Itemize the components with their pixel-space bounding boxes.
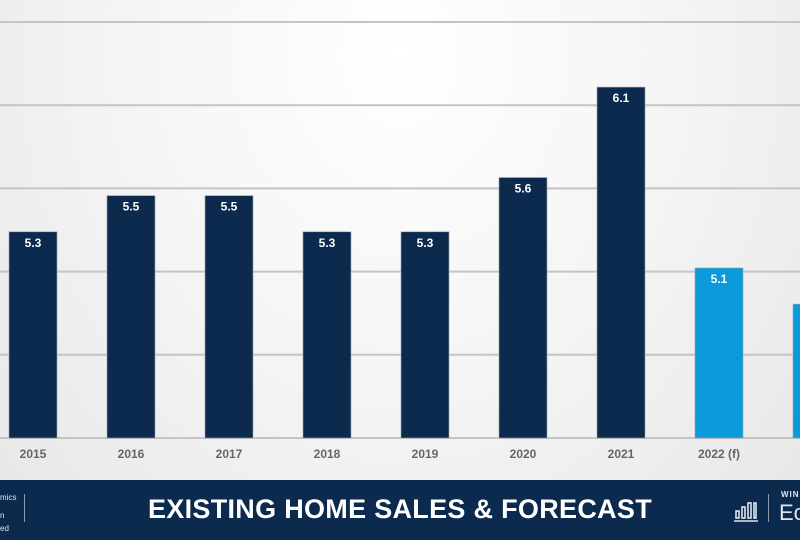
bar xyxy=(302,231,352,439)
bar xyxy=(400,231,450,439)
x-tick-label: 2018 xyxy=(314,447,341,461)
x-tick-label: 2020 xyxy=(510,447,537,461)
footer-left-text: n xyxy=(0,511,5,520)
data-label: 5.1 xyxy=(711,272,728,286)
bar xyxy=(694,267,744,439)
brand-text: WIN xyxy=(781,490,800,499)
data-label: 6.1 xyxy=(613,91,630,105)
footer-left-text: ed xyxy=(0,524,9,533)
data-label: 5.6 xyxy=(515,182,532,196)
divider xyxy=(768,494,769,522)
brand-text: Ec xyxy=(779,500,800,525)
data-label: 5.3 xyxy=(25,236,42,250)
x-tick-label: 2021 xyxy=(608,447,635,461)
divider xyxy=(24,494,25,522)
bar xyxy=(792,303,800,439)
bar-chart-logo-icon xyxy=(734,502,758,522)
bar xyxy=(596,86,646,439)
bar xyxy=(8,231,58,439)
x-tick-label: 2017 xyxy=(216,447,243,461)
data-label: 5.3 xyxy=(417,236,434,250)
bar xyxy=(498,177,548,439)
chart-title: EXISTING HOME SALES & FORECAST xyxy=(147,494,653,524)
x-tick-label: 2016 xyxy=(118,447,145,461)
x-tick-label: 2015 xyxy=(20,447,47,461)
footer-banner: mics n ed EXISTING HOME SALES & FORECAST… xyxy=(0,480,800,540)
bar xyxy=(106,195,156,439)
data-label: 5.3 xyxy=(319,236,336,250)
bar-chart: 5.3 2015 5.5 2016 5.5 2017 5.3 2018 5.3 2019 5.6 20… xyxy=(0,21,800,461)
bar xyxy=(204,195,254,439)
data-label: 5.5 xyxy=(221,200,238,214)
x-tick-label: 2022 (f) xyxy=(698,447,740,461)
footer-left-text: mics xyxy=(0,493,17,502)
data-label: 5.5 xyxy=(123,200,140,214)
x-tick-label: 2019 xyxy=(412,447,439,461)
